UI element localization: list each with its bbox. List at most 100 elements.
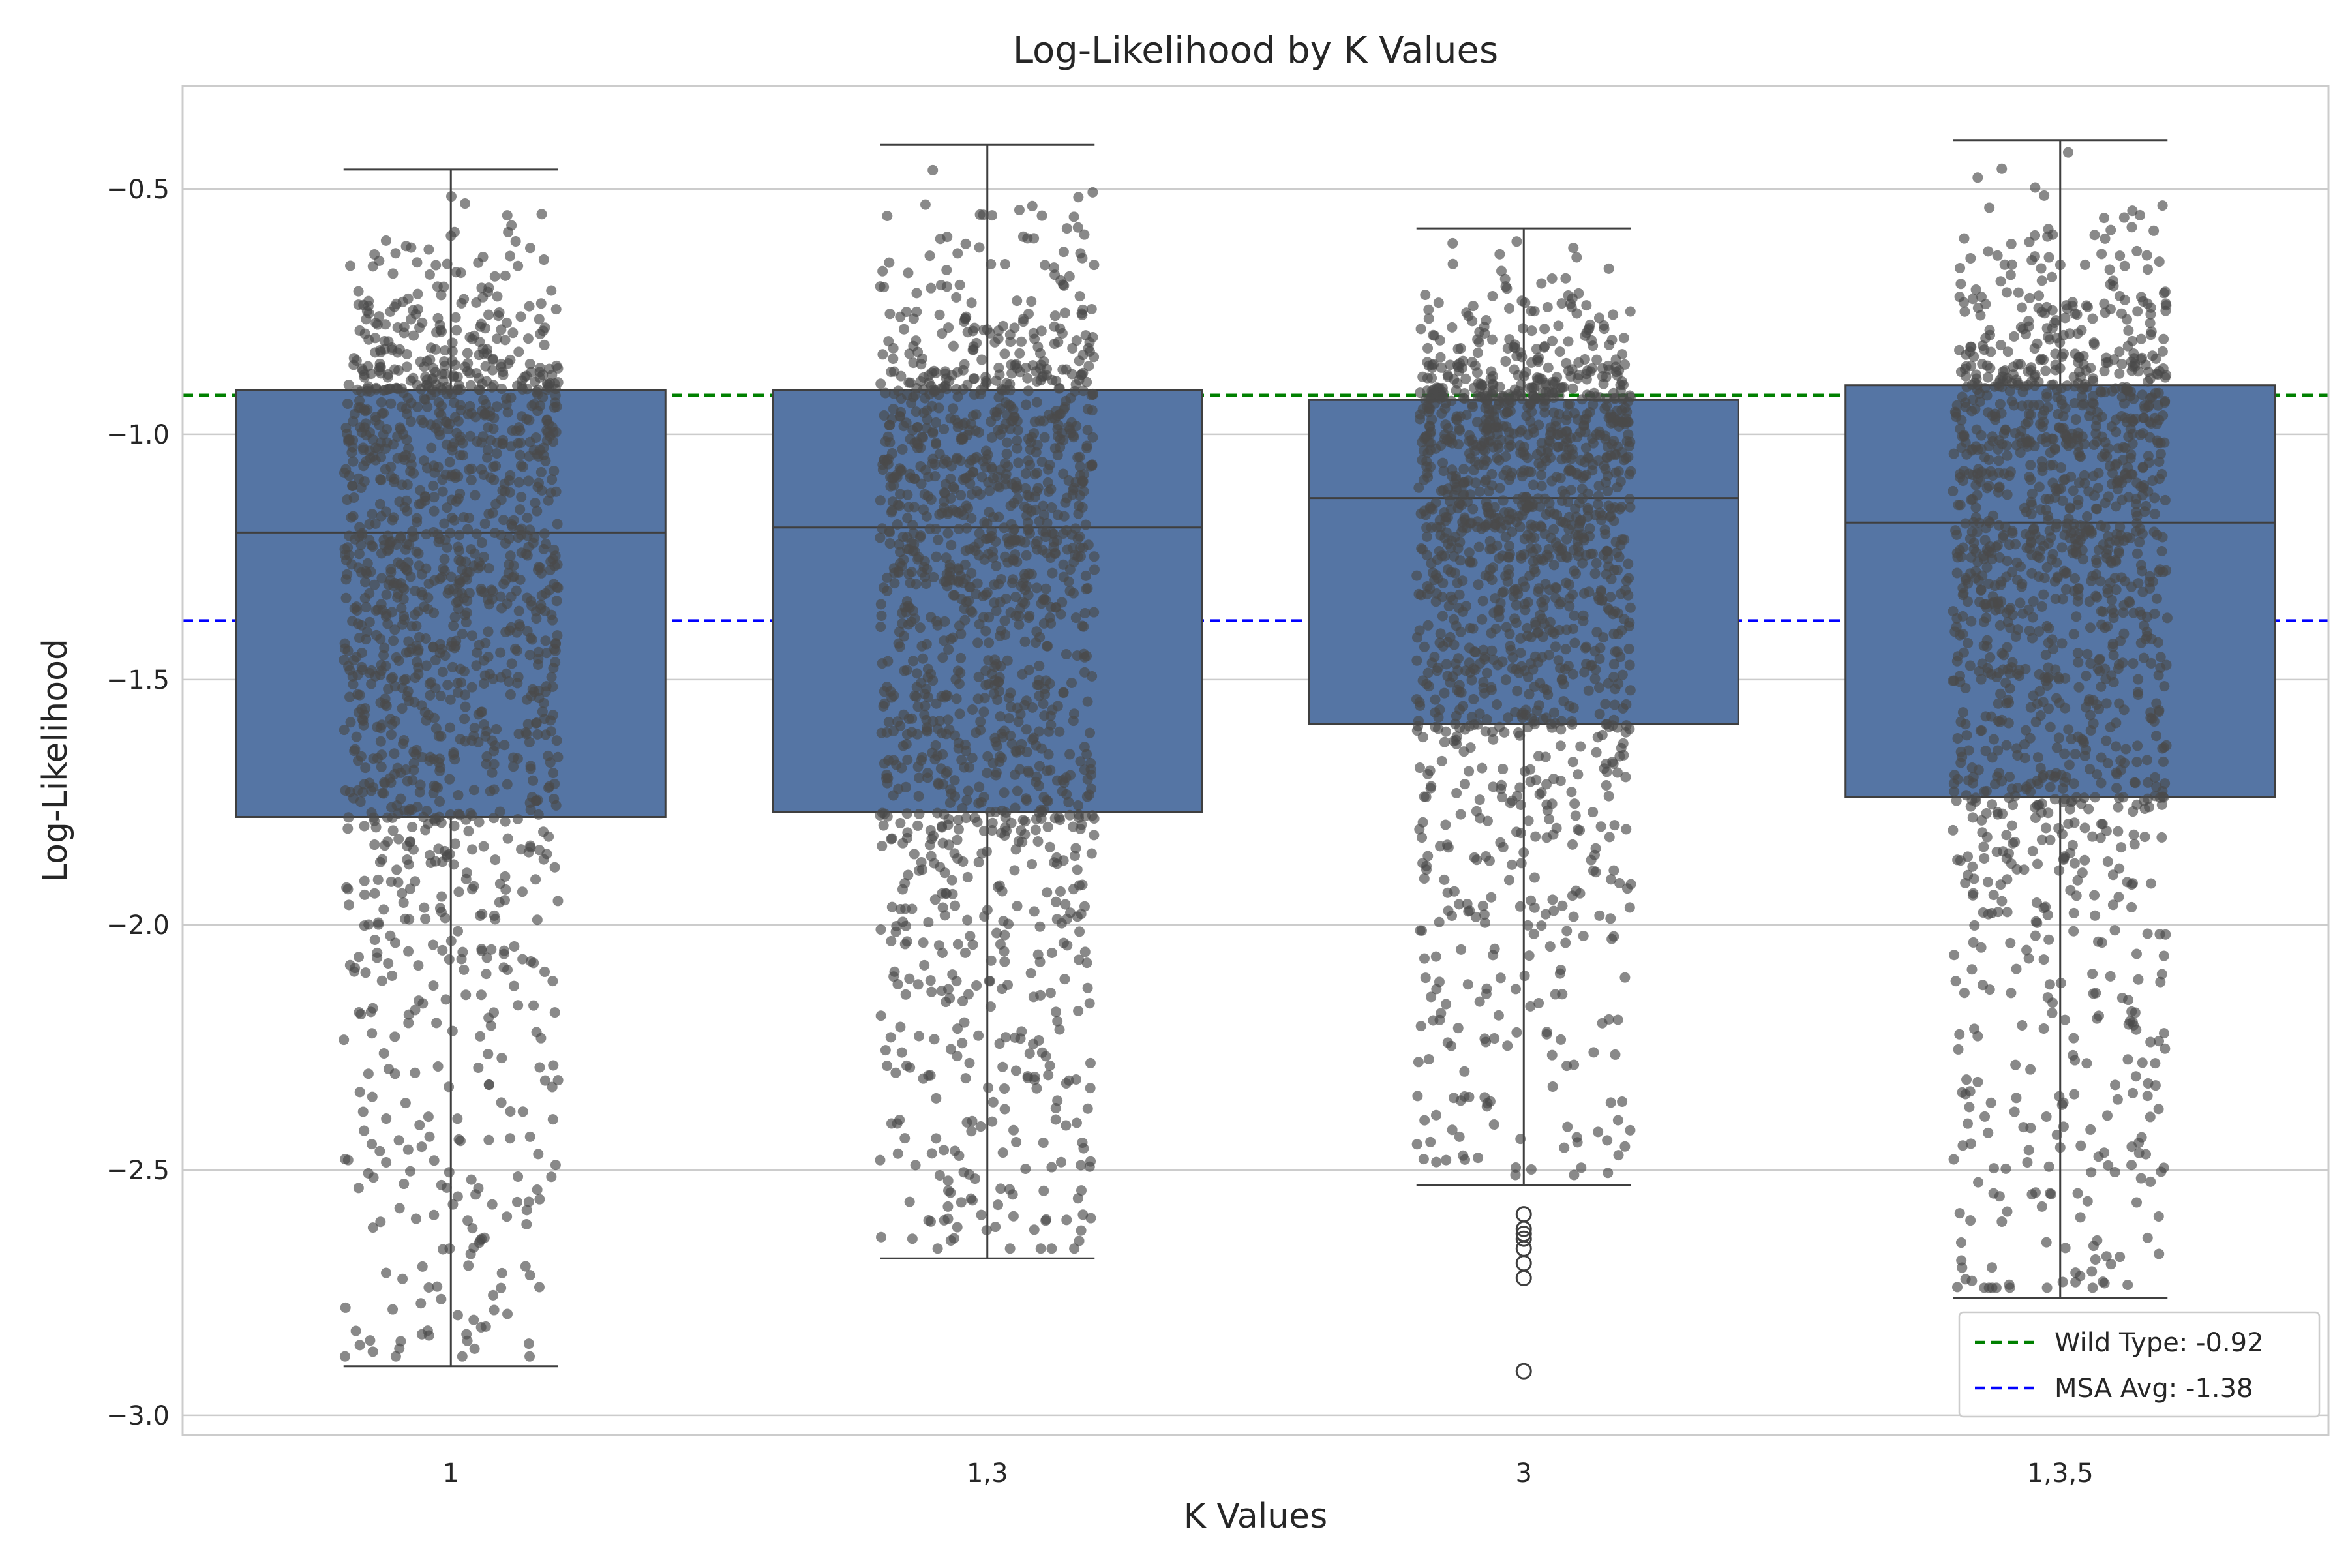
strip-point bbox=[2094, 655, 2105, 665]
strip-point bbox=[402, 409, 412, 419]
strip-point bbox=[492, 291, 503, 301]
strip-point bbox=[539, 967, 550, 977]
strip-point bbox=[418, 417, 429, 428]
strip-point bbox=[402, 854, 412, 865]
strip-point bbox=[1430, 695, 1441, 705]
strip-point bbox=[1961, 361, 1972, 372]
strip-point bbox=[393, 588, 403, 599]
strip-point bbox=[1471, 806, 1482, 817]
strip-point bbox=[917, 752, 927, 762]
strip-point bbox=[345, 260, 355, 271]
strip-point bbox=[1089, 260, 1099, 270]
strip-point bbox=[937, 888, 947, 899]
strip-point bbox=[369, 839, 380, 850]
strip-point bbox=[487, 365, 498, 376]
strip-point bbox=[1422, 401, 1432, 412]
strip-point bbox=[546, 286, 556, 296]
strip-point bbox=[2033, 752, 2043, 762]
strip-point bbox=[495, 806, 505, 817]
strip-point bbox=[1006, 359, 1016, 370]
strip-point bbox=[2006, 269, 2016, 280]
strip-point bbox=[1613, 1014, 1623, 1025]
strip-point bbox=[1976, 725, 1986, 736]
strip-point bbox=[391, 1351, 401, 1362]
strip-point bbox=[517, 886, 528, 897]
strip-point bbox=[340, 1351, 350, 1362]
strip-point bbox=[460, 702, 471, 712]
strip-point bbox=[1089, 607, 1099, 618]
strip-point bbox=[445, 809, 456, 820]
strip-point bbox=[2089, 440, 2100, 450]
strip-point bbox=[1424, 1054, 1434, 1064]
strip-point bbox=[462, 348, 473, 358]
strip-point bbox=[488, 354, 498, 364]
strip-point bbox=[451, 325, 462, 335]
strip-point bbox=[517, 411, 527, 421]
strip-point bbox=[1574, 825, 1585, 836]
strip-point bbox=[907, 1233, 918, 1244]
strip-point bbox=[1585, 320, 1595, 330]
strip-point bbox=[354, 395, 365, 406]
strip-point bbox=[2083, 1196, 2093, 1207]
strip-point bbox=[1423, 437, 1434, 447]
strip-point bbox=[1581, 659, 1591, 669]
strip-point bbox=[922, 511, 932, 522]
strip-point bbox=[488, 1290, 498, 1301]
strip-point bbox=[342, 823, 353, 834]
strip-point bbox=[536, 467, 547, 477]
strip-point bbox=[389, 748, 399, 759]
strip-point bbox=[1436, 392, 1447, 402]
strip-point bbox=[1529, 719, 1540, 729]
strip-point bbox=[2055, 260, 2066, 270]
strip-point bbox=[1043, 464, 1053, 475]
strip-point bbox=[1507, 860, 1517, 870]
strip-point bbox=[935, 1170, 945, 1181]
strip-point bbox=[1053, 509, 1063, 520]
strip-point bbox=[1066, 678, 1077, 688]
strip-point bbox=[417, 318, 427, 328]
strip-point bbox=[548, 427, 558, 438]
strip-point bbox=[950, 901, 960, 911]
strip-point bbox=[492, 438, 503, 448]
strip-point bbox=[975, 716, 986, 727]
strip-point bbox=[965, 459, 975, 469]
strip-point bbox=[1441, 1155, 1451, 1166]
strip-point bbox=[1422, 472, 1433, 483]
strip-point bbox=[1584, 686, 1594, 696]
strip-point bbox=[442, 502, 452, 513]
strip-point bbox=[1578, 616, 1588, 626]
strip-point bbox=[1451, 788, 1462, 798]
strip-point bbox=[1455, 555, 1466, 565]
strip-point bbox=[421, 806, 432, 816]
strip-point bbox=[379, 1048, 389, 1059]
strip-point bbox=[947, 875, 957, 886]
strip-point bbox=[1608, 309, 1618, 320]
strip-point bbox=[1036, 598, 1047, 609]
strip-point bbox=[387, 268, 398, 279]
strip-point bbox=[1473, 348, 1483, 358]
strip-point bbox=[1557, 989, 1567, 999]
strip-point bbox=[495, 648, 505, 658]
strip-point bbox=[364, 445, 374, 456]
strip-point bbox=[386, 877, 397, 887]
strip-point bbox=[421, 633, 431, 644]
strip-point bbox=[911, 335, 921, 346]
strip-point bbox=[941, 373, 952, 384]
strip-point bbox=[985, 976, 995, 986]
strip-point bbox=[376, 368, 386, 378]
strip-point bbox=[1014, 205, 1025, 215]
strip-point bbox=[1424, 681, 1434, 691]
strip-point bbox=[381, 1113, 391, 1124]
strip-point bbox=[1517, 712, 1528, 723]
strip-point bbox=[919, 960, 929, 971]
strip-point bbox=[385, 307, 395, 317]
strip-point bbox=[505, 487, 515, 498]
strip-point bbox=[391, 248, 401, 258]
strip-point bbox=[1955, 279, 1966, 289]
strip-point bbox=[450, 472, 460, 483]
strip-point bbox=[505, 355, 515, 365]
strip-point bbox=[1017, 597, 1028, 607]
strip-point bbox=[1484, 856, 1495, 866]
strip-point bbox=[1023, 612, 1034, 623]
strip-point bbox=[1978, 841, 1989, 852]
